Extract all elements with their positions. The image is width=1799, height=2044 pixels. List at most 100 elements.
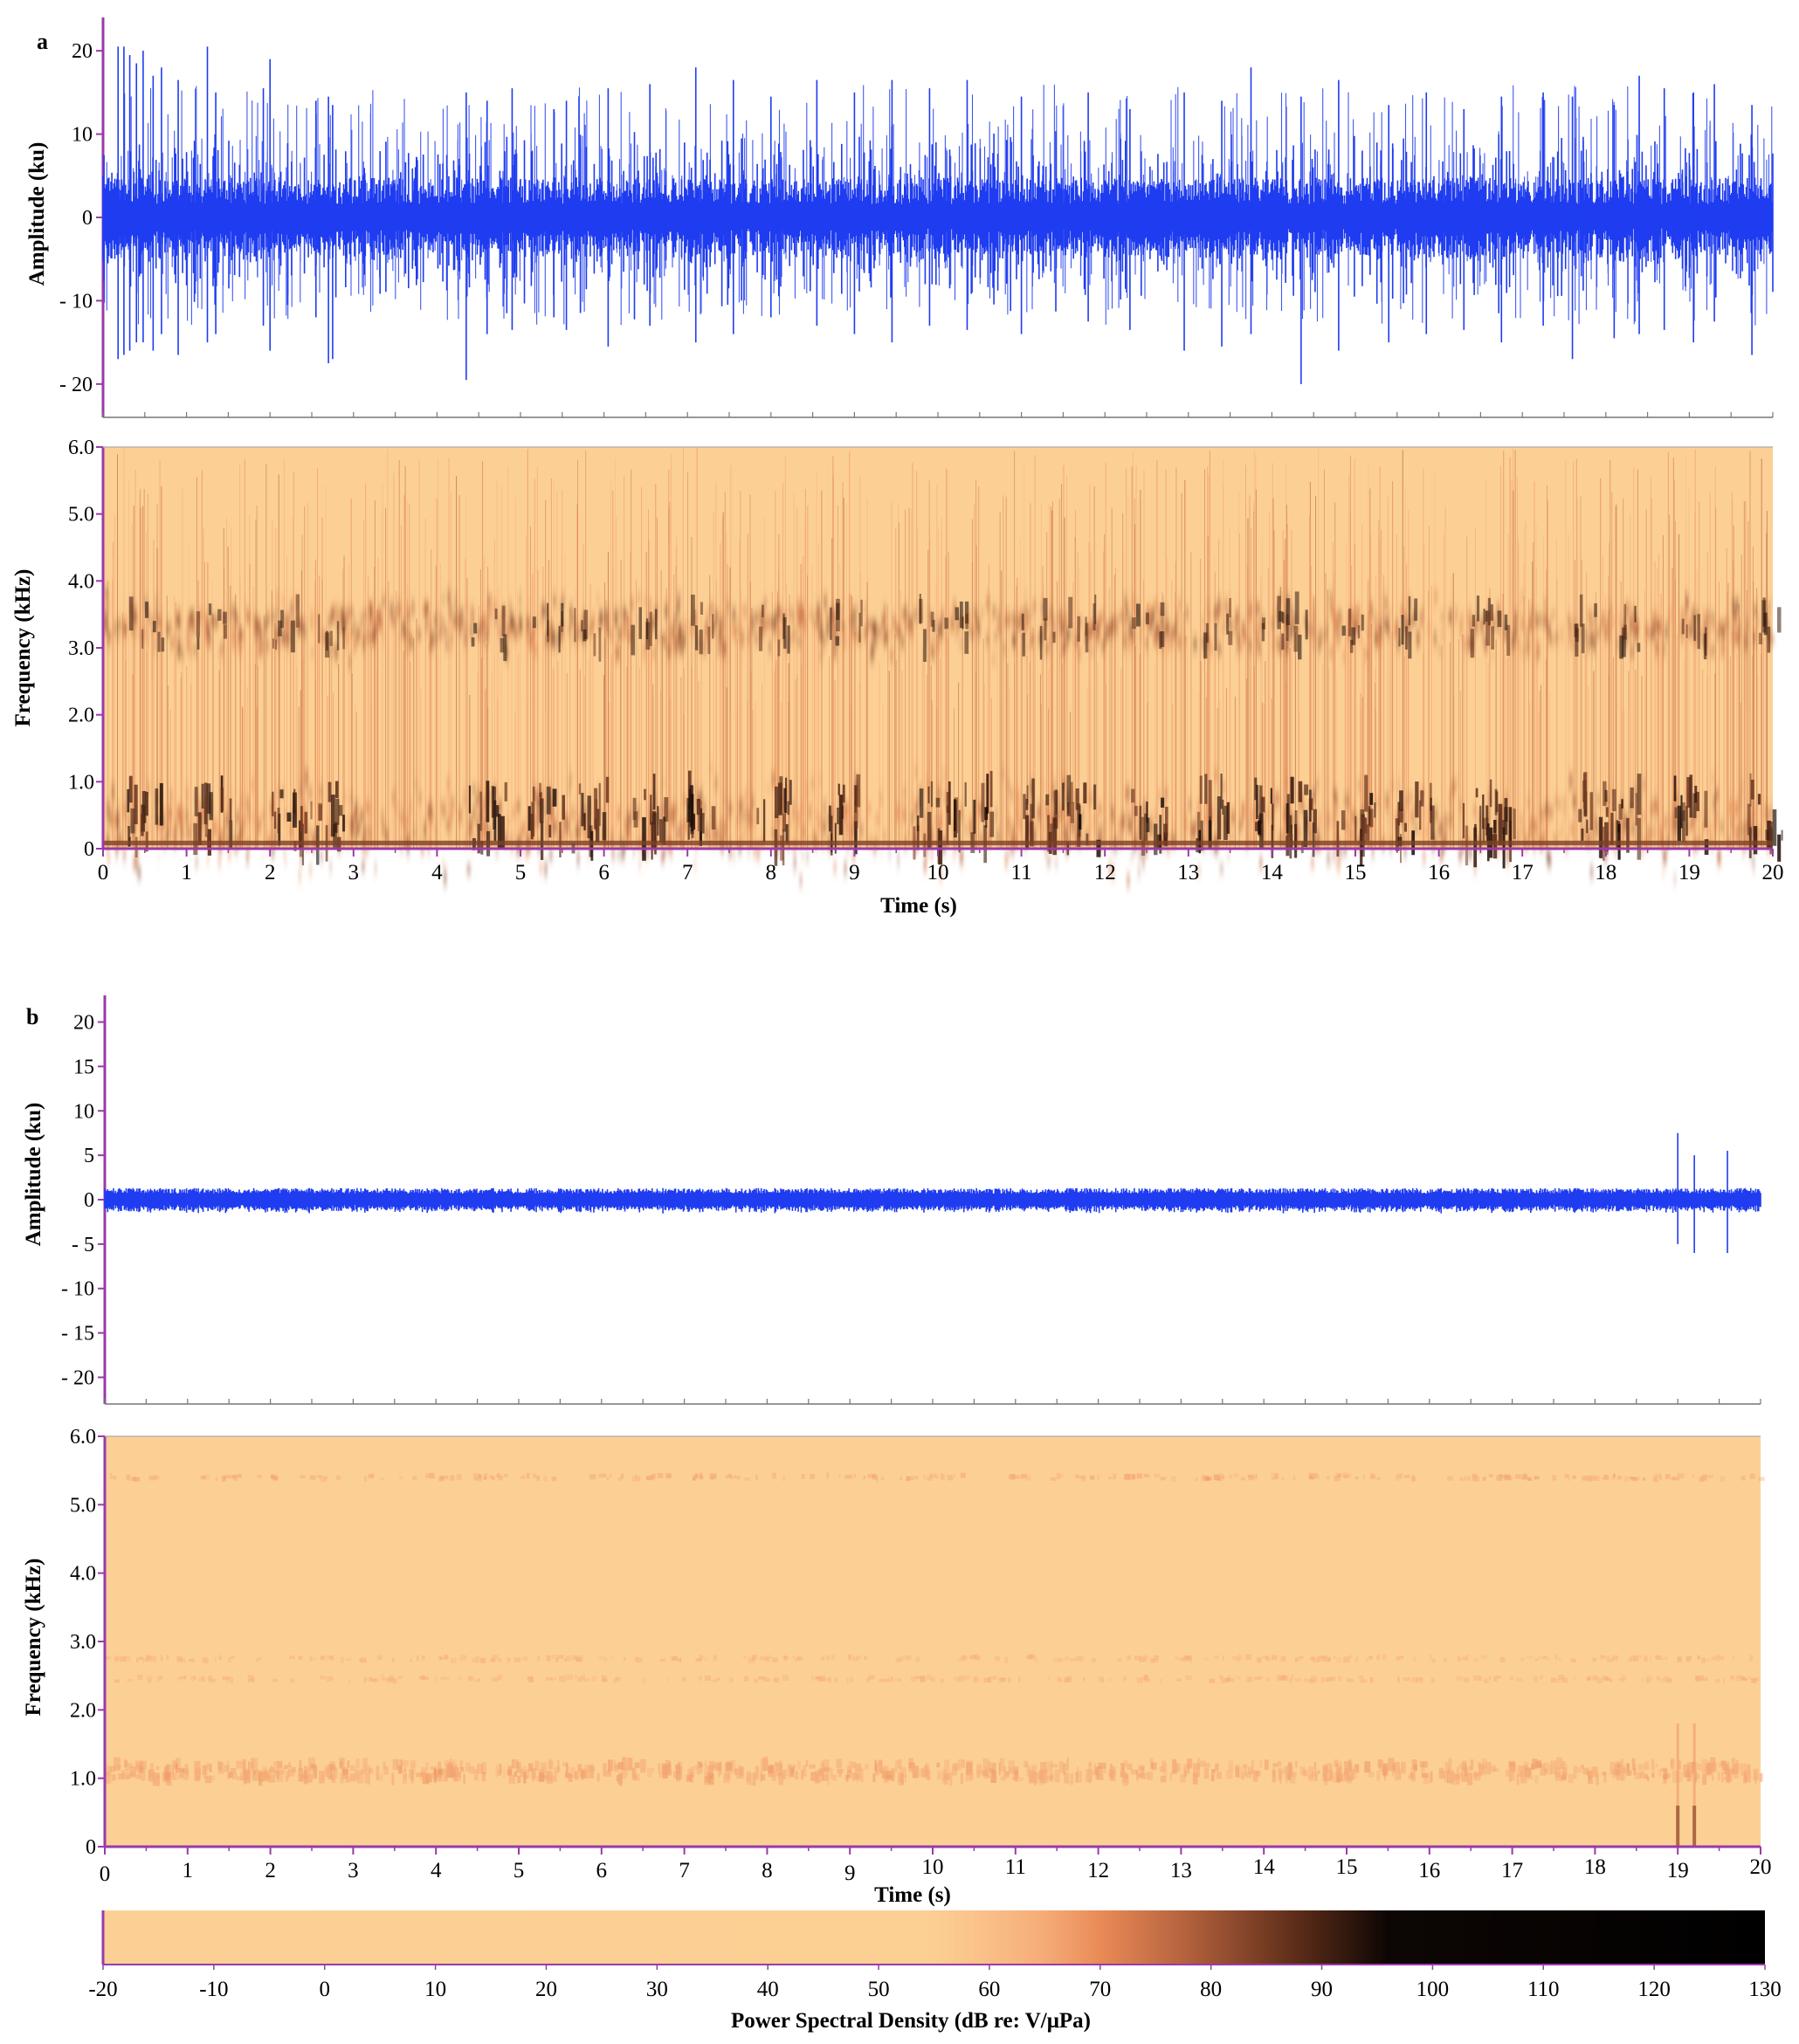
spectrogram-cell	[667, 643, 672, 657]
spectrogram-cell	[348, 655, 352, 669]
spectrogram-cell	[1403, 1677, 1410, 1681]
spectrogram-cell	[982, 1770, 988, 1777]
spectrogram-cell	[745, 806, 748, 822]
spectrogram-cell	[1232, 813, 1235, 823]
spectrogram-cell	[1437, 826, 1440, 836]
spectrogram-cell	[1460, 619, 1463, 634]
spectrogram-cell	[1354, 1764, 1360, 1772]
spectrogram-cell	[119, 1655, 127, 1662]
spectrogram-cell	[779, 809, 782, 826]
spectrogram-hotspot	[134, 836, 138, 858]
spectrogram-cell	[692, 1476, 697, 1481]
spectrogram-cell	[1467, 1772, 1473, 1786]
spectrogram-cell	[646, 803, 650, 809]
spectrogram-cell	[1412, 614, 1414, 625]
spectrogram-cell	[1589, 622, 1593, 629]
spectrogram-cell	[651, 1473, 657, 1478]
spectrogram-cell	[484, 627, 487, 633]
spectrogram-hotspot	[1622, 627, 1626, 657]
spectrogram-cell	[403, 629, 408, 638]
spectrogram-cell	[155, 597, 158, 605]
spectrogram-cell	[673, 638, 678, 654]
spectrogram-cell	[1534, 1475, 1537, 1479]
spectrogram-cell	[356, 822, 360, 835]
spectrogram-cell	[261, 855, 264, 859]
spectrogram-cell	[1467, 637, 1471, 647]
spectrogram-cell	[1480, 616, 1483, 632]
spectrogram-cell	[668, 643, 671, 649]
spectrogram-cell	[1103, 637, 1106, 646]
spectrogram-cell	[1219, 1476, 1224, 1479]
spectrogram-cell	[1492, 653, 1494, 658]
spectrogram-cell	[425, 603, 429, 612]
spectrogram-cell	[1411, 1476, 1416, 1482]
spectrogram-cell	[507, 636, 511, 641]
spectrogram-hotspot	[958, 809, 961, 853]
spectrogram-cell	[1746, 617, 1748, 634]
spectrogram-cell	[637, 1476, 641, 1482]
spectrogram-cell	[1731, 822, 1735, 833]
spectrogram-cell	[1660, 834, 1663, 844]
spectrogram-cell	[681, 1676, 686, 1682]
spectrogram-cell	[493, 1678, 498, 1682]
spectrogram-cell	[782, 1476, 786, 1482]
spectrogram-cell	[1655, 610, 1658, 622]
spectrogram-cell	[770, 617, 774, 627]
spectrogram-cell	[819, 653, 824, 659]
spectrogram-cell	[431, 632, 434, 640]
spectrogram-cell	[1526, 639, 1529, 656]
spectrogram-cell	[195, 1776, 200, 1782]
spectrogram-cell	[1615, 850, 1618, 855]
spectrogram-cell	[1255, 1474, 1258, 1479]
spectrogram-cell	[1171, 628, 1174, 638]
spectrogram-cell	[1160, 1678, 1163, 1683]
spectrogram-cell	[114, 1655, 120, 1661]
spectrogram-cell	[1640, 844, 1644, 857]
spectrogram-cell	[986, 637, 989, 643]
spectrogram-hotspot	[479, 791, 482, 831]
spectrogram-cell	[123, 624, 128, 635]
spectrogram-cell	[587, 855, 589, 861]
spectrogram-cell	[910, 795, 913, 802]
spectrogram-cell	[1275, 793, 1279, 800]
spectrogram-cell	[604, 610, 609, 622]
spectrogram-cell	[810, 1675, 815, 1681]
spectrogram-cell	[728, 802, 732, 816]
spectrogram-cell	[1613, 822, 1617, 834]
spectrogram-cell	[994, 632, 996, 641]
spectrogram-cell	[758, 609, 762, 623]
spectrogram-cell	[994, 1655, 1000, 1661]
spectrogram-cell	[345, 1658, 352, 1662]
spectrogram-cell	[192, 646, 195, 650]
spectrogram-cell	[320, 853, 323, 860]
spectrogram-cell	[1070, 1773, 1074, 1786]
spectrogram-hotspot	[1050, 823, 1054, 842]
spectrogram-hotspot	[127, 788, 130, 813]
spectrogram-cell	[1181, 1656, 1184, 1662]
spectrogram-hotspot	[1767, 626, 1771, 653]
spectrogram-cell	[843, 802, 847, 818]
spectrogram-cell	[1410, 619, 1414, 625]
spectrogram-cell	[1326, 1763, 1333, 1773]
spectrogram-cell	[1591, 630, 1595, 639]
spectrogram-cell	[591, 1676, 597, 1682]
spectrogram-hotspot	[841, 805, 844, 820]
spectrogram-cell	[1274, 1473, 1279, 1479]
spectrogram-cell	[796, 814, 801, 829]
spectrogram-cell	[969, 822, 972, 836]
spectrogram-cell	[1628, 1659, 1633, 1662]
spectrogram-cell	[1334, 1476, 1341, 1482]
spectrogram-cell	[1595, 817, 1598, 832]
spectrogram-cell	[1712, 775, 1715, 781]
spectrogram-hotspot	[1031, 778, 1035, 819]
spectrogram-cell	[675, 809, 678, 814]
spectrogram-cell	[353, 638, 357, 650]
spectrogram-cell	[1634, 787, 1637, 795]
spectrogram-cell	[651, 1476, 656, 1481]
spectrogram-cell	[915, 1676, 922, 1679]
spectrogram-cell	[278, 637, 280, 650]
spectrogram-cell	[1044, 822, 1047, 836]
spectrogram-cell	[142, 1658, 147, 1662]
spectrogram-cell	[932, 632, 935, 639]
spectrogram-cell	[1478, 816, 1480, 822]
